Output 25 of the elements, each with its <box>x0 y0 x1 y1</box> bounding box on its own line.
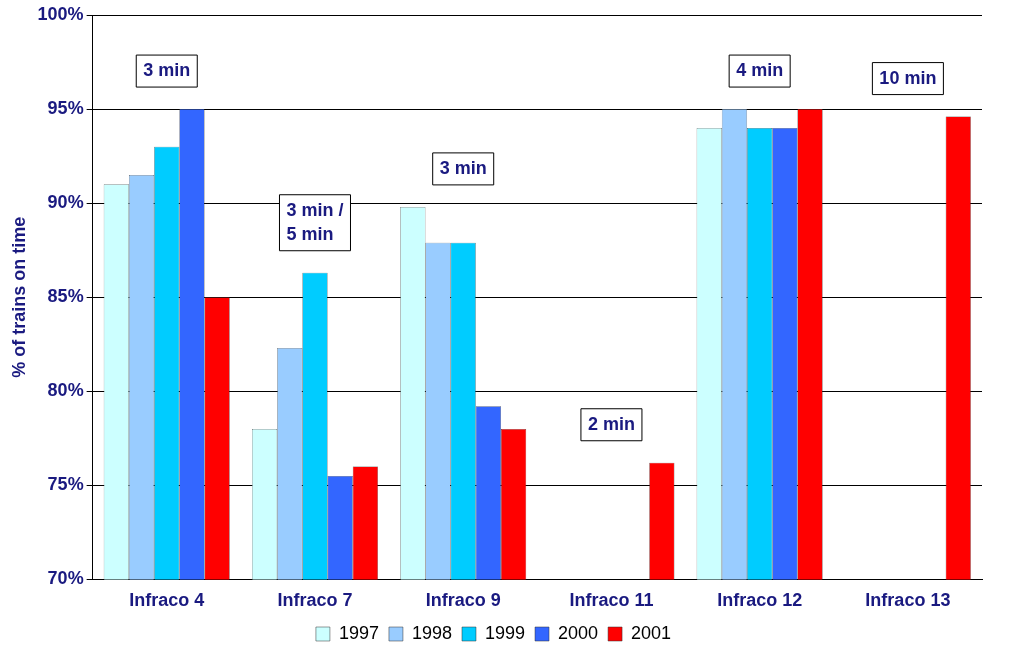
y-tick-label: 90% <box>47 192 84 213</box>
annotation: 3 min <box>439 157 487 178</box>
y-tick-label: 70% <box>47 568 84 589</box>
annotation: 2 min <box>587 413 635 434</box>
legend-label: 2001 <box>631 622 672 643</box>
y-tick-label: 100% <box>37 3 84 24</box>
legend-label: 1998 <box>411 622 452 643</box>
legend-label: 2000 <box>558 622 599 643</box>
y-tick-label: 80% <box>47 380 84 401</box>
legend-label: 1997 <box>338 622 379 643</box>
y-tick-label: 95% <box>47 98 84 119</box>
x-tick-label: Infraco 4 <box>129 590 205 611</box>
annotation: 3 min <box>143 60 191 81</box>
x-tick-label: Infraco 9 <box>425 590 501 611</box>
y-tick-label: 85% <box>47 286 84 307</box>
x-tick-label: Infraco 13 <box>865 590 951 611</box>
annotation: 3 min / 5 min <box>286 199 344 244</box>
legend-label: 1999 <box>484 622 526 643</box>
x-tick-label: Infraco 12 <box>717 590 803 611</box>
y-axis-title: % of trains on time <box>8 216 29 378</box>
annotation: 4 min <box>736 60 784 81</box>
y-tick-label: 75% <box>47 474 84 495</box>
annotation: 10 min <box>879 67 937 88</box>
x-tick-label: Infraco 7 <box>277 590 353 611</box>
x-tick-label: Infraco 11 <box>569 590 654 611</box>
